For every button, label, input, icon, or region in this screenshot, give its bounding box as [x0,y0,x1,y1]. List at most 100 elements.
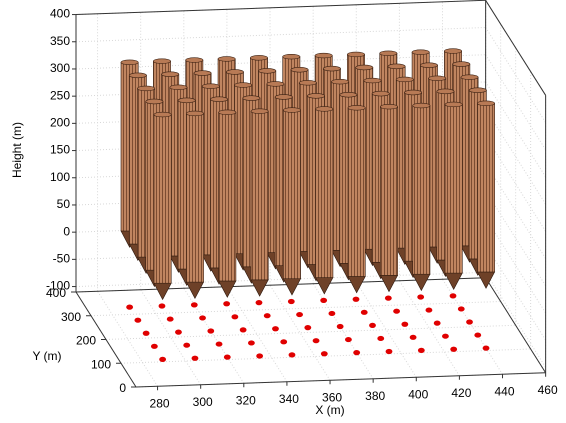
pile [412,102,431,292]
grid-line [485,244,547,341]
pile-footprint [263,313,271,319]
pile-top [250,55,268,61]
pile [379,103,399,293]
pile-top [363,77,382,84]
pile-shaft [444,104,463,274]
pile-footprint [433,320,441,326]
pile-top [266,81,285,87]
x-tick-label: 420 [451,386,471,400]
pile-footprint [401,321,409,327]
pile-footprint [449,293,457,299]
pile-top [225,69,244,75]
pile-top [380,103,398,110]
pile-top [460,74,479,80]
pile-footprint [126,304,134,310]
pile-top [120,59,139,66]
pile-top [234,82,253,88]
pile-footprint [159,356,167,362]
pile-footprint [393,308,400,314]
pile-footprint [384,295,392,301]
pile-footprint [142,330,150,336]
pile-footprint [150,343,158,349]
pile-footprint [385,348,393,355]
x-tick-label: 400 [408,387,428,401]
y-tick-label: 100 [91,357,111,371]
pile-top [347,105,366,111]
pile-top [339,92,358,98]
grid-line [398,280,460,377]
pile-footprint [134,317,142,323]
pile-footprint [247,340,255,346]
z-tick-label: 400 [50,7,70,21]
pile-footprint [199,315,206,321]
pile-footprint [255,300,263,306]
pile-top [153,111,172,118]
pile-top [347,51,365,58]
pile-top [186,110,204,117]
axis-edge [485,277,547,374]
x-tick-label: 380 [365,389,385,403]
pile-footprint [442,333,449,339]
pile [218,109,237,298]
pile-top [201,83,220,89]
grid-line [75,54,486,70]
grid-line [75,271,486,288]
pile-top [161,71,180,77]
pile-top [395,76,414,83]
z-tick-label: 0 [63,224,70,238]
pile-top [298,80,317,86]
x-tick-label: 320 [236,393,256,407]
pile-top [371,90,390,97]
pile-top [436,88,455,95]
pile-shaft [315,108,334,278]
pile-footprint [207,328,215,334]
z-tick-label: 250 [50,88,70,102]
pile-footprint [320,297,328,303]
x-tick-label: 340 [279,392,299,406]
pile-top [282,53,301,60]
z-tick-label: 200 [50,116,70,130]
grid-line [120,348,531,364]
pile-top [307,93,325,99]
pile-top [177,97,196,104]
pile-footprint [353,350,361,356]
pile-top [217,56,236,62]
pile-footprint [409,334,417,340]
pile-footprint [352,296,360,302]
x-axis-label: X (m) [315,403,344,417]
pile-footprint [215,341,223,347]
pile-footprint [272,326,279,332]
z-tick-label: -50 [53,252,71,266]
pile-footprint [304,325,312,331]
pile-footprint [320,351,328,357]
pile-footprint [223,354,231,360]
pile-footprint [166,316,174,322]
pile-top [153,58,171,64]
pile-footprint [312,338,320,344]
grid-line [485,136,547,232]
pile-top [218,109,237,116]
x-tick-label: 280 [150,396,170,410]
pile-footprint [417,294,425,300]
pile-shaft [250,110,269,281]
pile-footprint [256,353,264,359]
grid-line [485,163,547,259]
pile-top [411,49,430,55]
y-tick-label: 200 [76,334,96,348]
y-tick-label: 400 [46,286,66,300]
pile-shaft [218,112,237,282]
pile-footprint [482,345,490,351]
pile-shaft [380,106,398,276]
grid-line [90,301,501,317]
pile-footprint [288,352,296,358]
grid-line [355,281,417,378]
pile-footprint [369,322,376,328]
pile-top [444,48,462,54]
pile [250,108,269,297]
grid-line [485,272,547,368]
x-tick-label: 440 [495,384,515,398]
pile-top [355,64,374,71]
pile-footprint [158,303,166,309]
pile-top [387,63,406,70]
